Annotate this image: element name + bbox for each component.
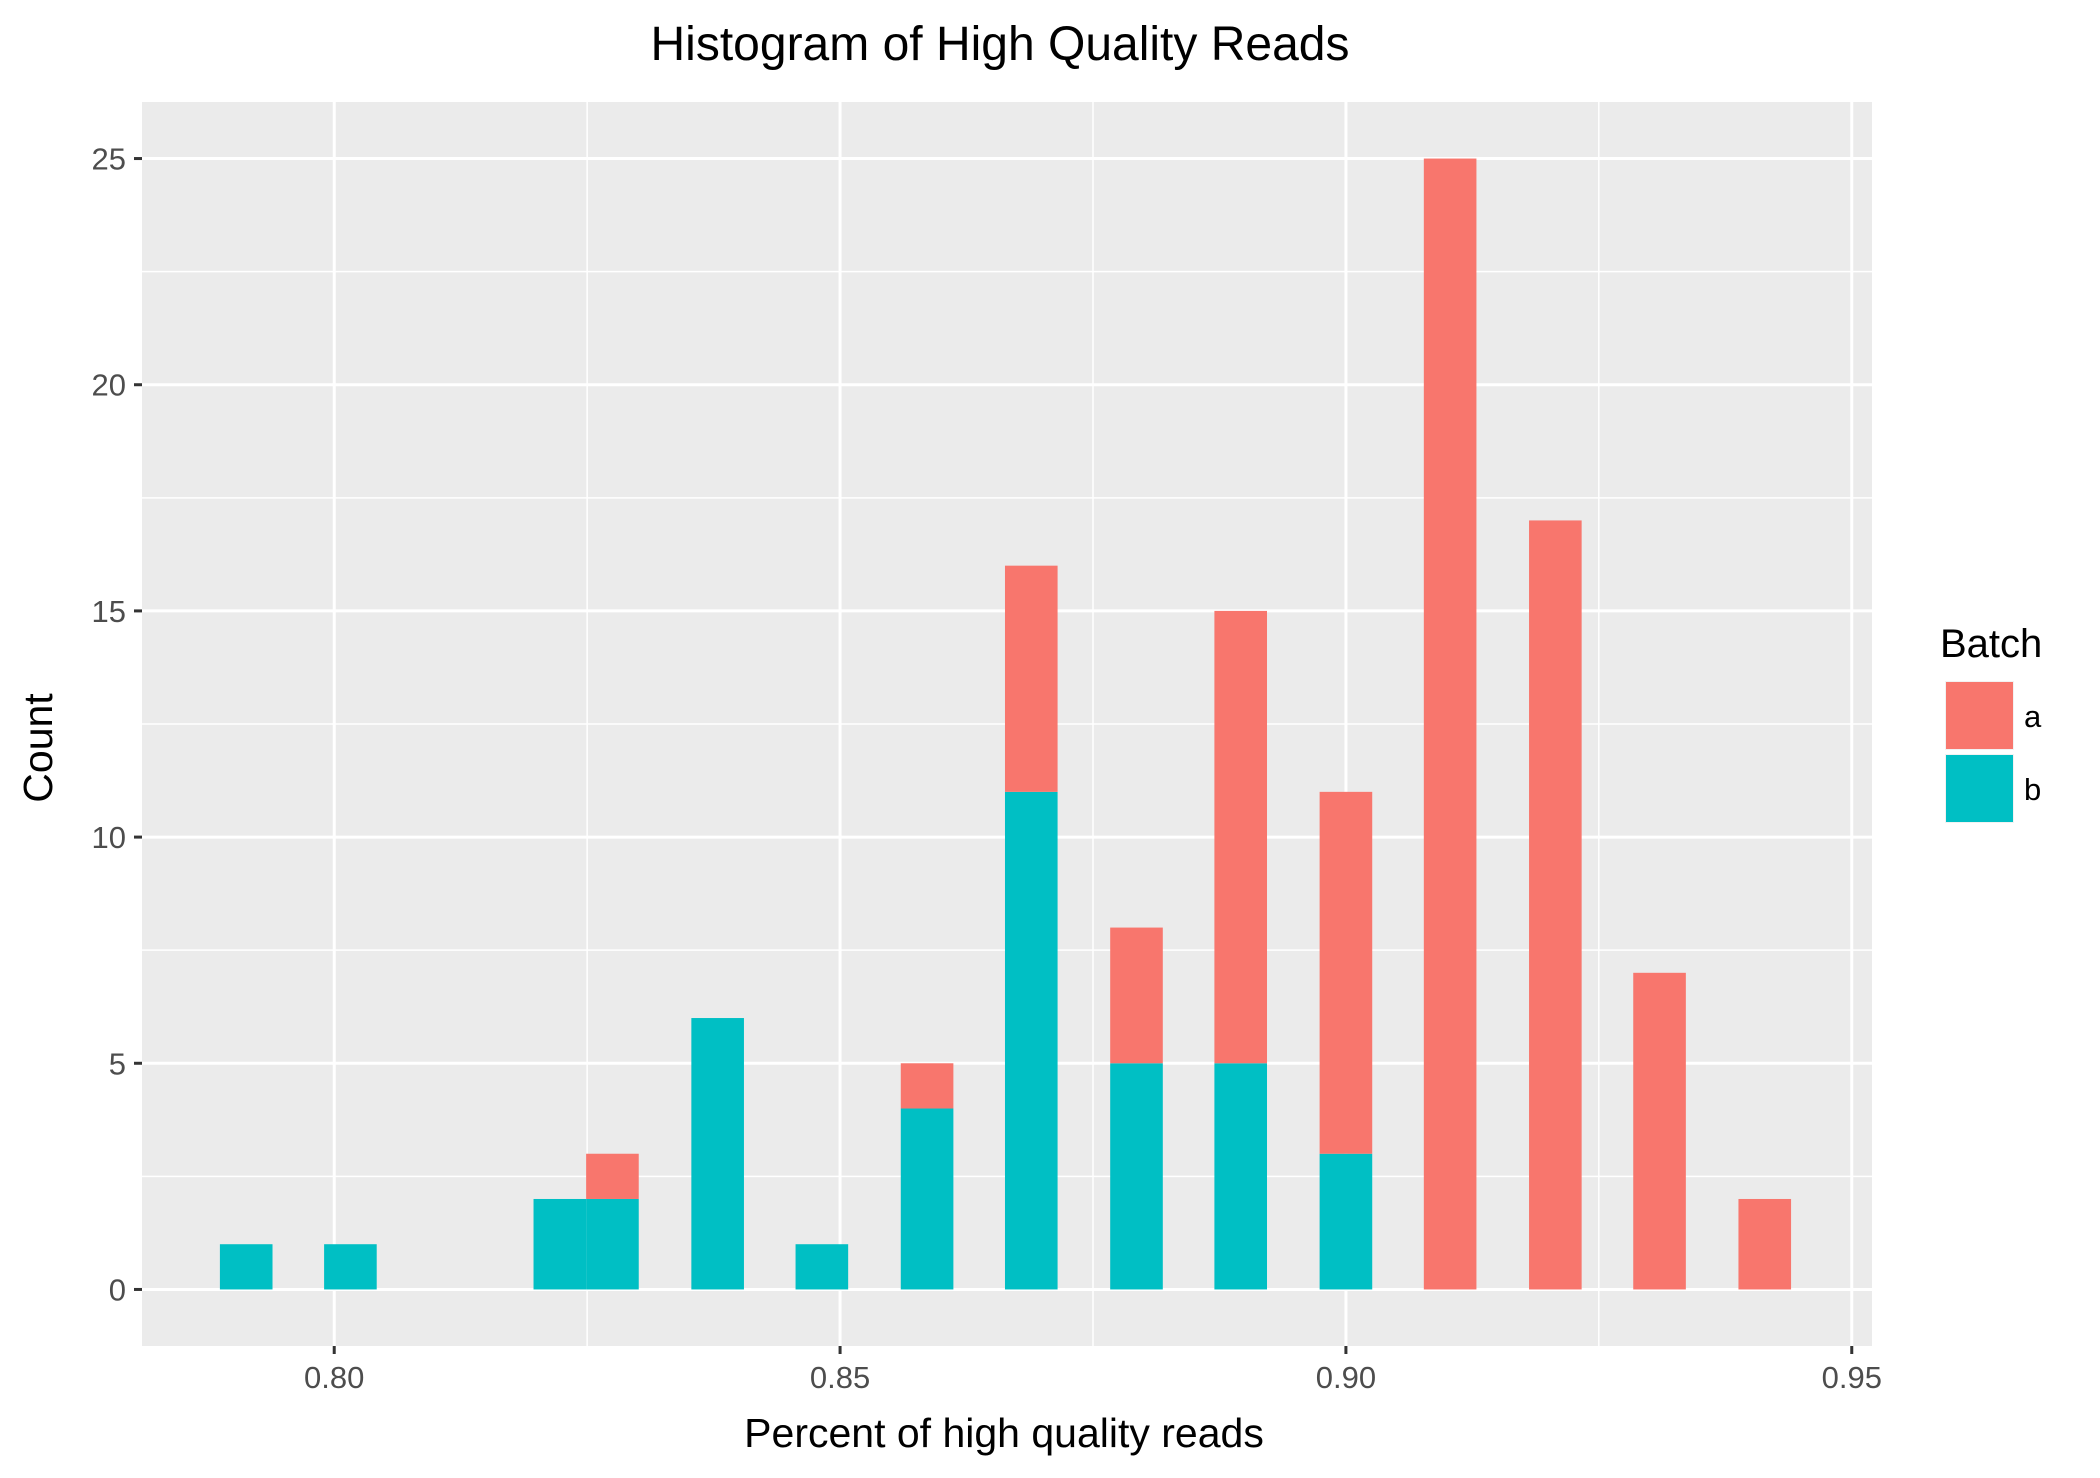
x-tick-label: 0.90 (1316, 1360, 1376, 1395)
bar-series-a (1423, 158, 1477, 1290)
legend-label-a: a (2024, 699, 2042, 734)
bar-series-b (219, 1244, 273, 1290)
x-axis: 0.80 0.85 0.90 0.95 (304, 1346, 1882, 1395)
bar-series-a (1214, 610, 1268, 1064)
y-tick-label: 15 (92, 594, 126, 629)
y-tick-label: 20 (92, 368, 126, 403)
y-tick-label: 10 (92, 820, 126, 855)
y-axis: 0 5 10 15 20 25 (92, 142, 142, 1307)
bar-series-b (900, 1108, 954, 1290)
bar-series-a (586, 1153, 639, 1199)
bar-series-b (1110, 1063, 1163, 1290)
x-axis-title: Percent of high quality reads (744, 1410, 1264, 1456)
y-tick-label: 5 (109, 1046, 126, 1081)
y-axis-title: Count (15, 693, 61, 803)
bar-series-b (533, 1198, 587, 1290)
bars-layer (219, 158, 1792, 1290)
bar-series-a (1738, 1198, 1792, 1290)
legend-swatch-a (1946, 682, 2013, 749)
bar-series-a (1319, 791, 1373, 1154)
x-tick-label: 0.95 (1822, 1360, 1882, 1395)
bar-series-b (586, 1198, 639, 1290)
bar-series-b (795, 1244, 849, 1290)
bar-series-b (691, 1018, 744, 1290)
bar-series-a (1110, 927, 1163, 1064)
chart-title: Histogram of High Quality Reads (651, 18, 1350, 71)
x-tick-label: 0.80 (304, 1360, 364, 1395)
bar-series-a (1633, 972, 1686, 1290)
legend: Batch a b (1940, 622, 2042, 823)
x-tick-label: 0.85 (810, 1360, 870, 1395)
bar-series-a (1004, 565, 1058, 792)
bar-series-a (1529, 520, 1582, 1290)
bar-series-b (1214, 1063, 1268, 1290)
bar-series-b (1004, 791, 1058, 1290)
y-tick-label: 25 (92, 142, 126, 177)
bar-series-b (324, 1244, 377, 1290)
y-tick-label: 0 (109, 1272, 126, 1307)
legend-title: Batch (1940, 622, 2042, 666)
bar-series-a (900, 1063, 954, 1109)
bar-series-b (1319, 1153, 1373, 1290)
legend-swatch-b (1946, 755, 2013, 822)
legend-label-b: b (2024, 772, 2041, 807)
